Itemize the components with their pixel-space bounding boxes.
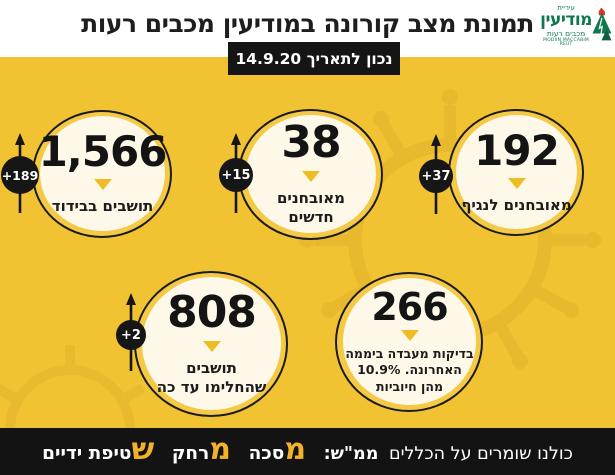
delta-isolation: +189 <box>0 133 42 217</box>
down-triangle-icon <box>202 340 221 352</box>
stat-label: מאובחנים חדשים <box>276 189 346 226</box>
stat-circle-isolation: 1,566 תושבים בבידוד <box>32 110 172 238</box>
rule-distance: מרחק <box>171 431 232 467</box>
date-badge: נכון לתאריך 14.9.20 <box>228 42 400 75</box>
stat-label: תושבים שהחלימו עד כה <box>156 358 267 396</box>
delta-new-cases: +15 <box>214 133 258 217</box>
stat-circle-active-cases: 192 מאובחנים לנגיף <box>448 109 584 236</box>
logo-municipality: עיריית <box>557 4 575 12</box>
stat-label: בדיקות מעבדה ביממה האחרונה. 10.9% מהן חי… <box>345 346 474 394</box>
delta-badge: +2 <box>116 320 146 350</box>
rule-hand-washing: שטיפת ידיים <box>42 431 155 467</box>
delta-badge: +37 <box>419 159 453 193</box>
stat-value: 808 <box>167 286 257 338</box>
stat-value: 266 <box>371 285 448 330</box>
footer-bar: כולנו שומרים על הכללים ממ"ש: מסכה מרחק ש… <box>0 428 615 475</box>
stat-label: מאובחנים לנגיף <box>461 195 572 214</box>
municipality-logo: עיריית מודיעין מכבים רעות MODIIN MACCABI… <box>540 2 612 55</box>
stat-circle-recovered: 808 תושבים שהחלימו עד כה <box>134 271 288 417</box>
delta-active-cases: +37 <box>414 134 458 218</box>
stat-value: 38 <box>281 117 341 169</box>
down-triangle-icon <box>507 177 526 189</box>
footer-message: כולנו שומרים על הכללים ממ"ש: מסכה מרחק ש… <box>42 431 573 469</box>
footer-sentence: כולנו שומרים על הכללים <box>388 443 573 464</box>
down-triangle-icon <box>302 171 320 183</box>
stat-circle-new-cases: 38 מאובחנים חדשים <box>238 109 383 240</box>
delta-recovered: +2 <box>109 293 153 377</box>
stat-content: 1,566 תושבים בבידוד <box>38 116 168 231</box>
logo-city: מודיעין <box>540 10 592 30</box>
stat-content: 808 תושבים שהחלימו עד כה <box>142 277 281 410</box>
page-title: תמונת מצב קורונה במודיעין מכבים רעות <box>81 9 534 38</box>
logo-text: עיריית מודיעין מכבים רעות MODIIN MACCABI… <box>540 5 592 48</box>
stat-value: 1,566 <box>38 127 168 177</box>
down-triangle-icon <box>400 330 419 342</box>
logo-english: MODIIN MACCABIM REUT <box>543 37 589 47</box>
stat-content: 192 מאובחנים לנגיף <box>456 115 577 229</box>
logo-suburbs: מכבים רעות <box>546 29 586 38</box>
stat-value: 192 <box>474 125 560 175</box>
logo-tree-icon <box>592 7 612 41</box>
down-triangle-icon <box>93 179 112 191</box>
stat-content: 38 מאובחנים חדשים <box>246 115 376 233</box>
delta-badge: +189 <box>1 156 39 194</box>
rule-mask: מסכה <box>248 431 307 467</box>
delta-badge: +15 <box>219 158 253 192</box>
footer-acronym: ממ"ש: <box>323 443 379 464</box>
stat-content: 266 בדיקות מעבדה ביממה האחרונה. 10.9% מה… <box>343 278 476 405</box>
stat-label: תושבים בבידוד <box>51 197 154 216</box>
stat-circle-lab-tests: 266 בדיקות מעבדה ביממה האחרונה. 10.9% מה… <box>335 272 483 412</box>
